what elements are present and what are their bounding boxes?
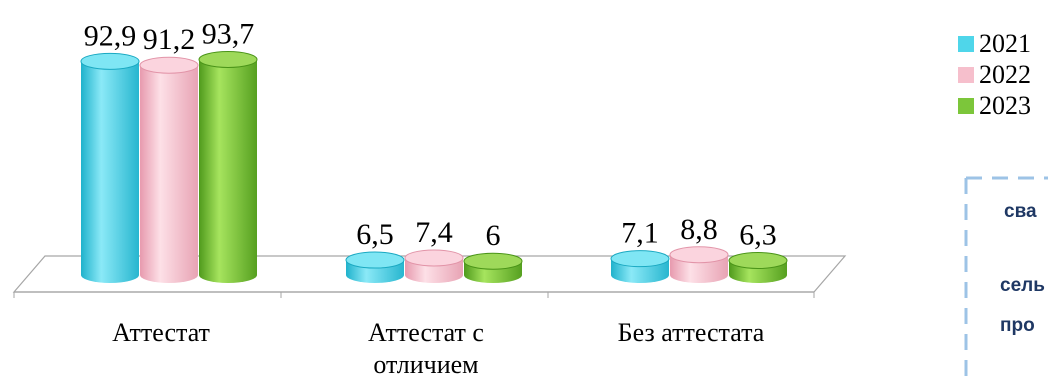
legend-swatch-2022	[958, 67, 974, 83]
bar-top	[610, 250, 670, 268]
note-line-0: сва	[1004, 201, 1037, 222]
value-label-2021-1: 92,9	[84, 19, 137, 52]
note-line-2: про	[1000, 315, 1035, 336]
bar-2022-3	[669, 246, 729, 283]
bar-2022-2	[404, 249, 464, 283]
category-label-2-line-1: Аттестат с	[368, 318, 484, 347]
category-labels-layer: Аттестат Аттестат с отличием Без аттестата	[112, 318, 765, 378]
legend-label-2021: 2021	[979, 29, 1031, 58]
bar-2023-2	[463, 252, 523, 283]
legend-swatch-2023	[958, 98, 974, 114]
bar-body	[199, 59, 257, 283]
category-label-1: Аттестат	[112, 318, 210, 347]
note-box-border	[964, 176, 1048, 378]
bar-2021-1	[80, 52, 140, 283]
note-box: сва сель про	[964, 176, 1048, 378]
legend-swatch-2021	[958, 36, 974, 52]
bar-body	[81, 61, 139, 283]
bar-2023-1	[198, 50, 258, 283]
value-label-2021-2: 6,5	[356, 218, 394, 251]
value-label-2022-1: 91,2	[143, 23, 196, 56]
bar-2023-3	[728, 252, 788, 283]
bar-top	[198, 50, 258, 68]
legend-label-2022: 2022	[979, 60, 1031, 89]
bar-top	[345, 251, 405, 269]
bar-top	[463, 252, 523, 270]
value-label-2021-3: 7,1	[621, 217, 659, 250]
value-label-2023-1: 93,7	[202, 17, 255, 50]
bar-body	[140, 65, 198, 284]
category-label-2-line-2: отличием	[373, 350, 478, 378]
value-label-2023-3: 6,3	[739, 219, 777, 252]
value-labels-layer: 92,9 91,2 93,7 6,5 7,4 6 7,1 8,8 6,3	[84, 17, 777, 252]
legend-label-2023: 2023	[979, 91, 1031, 120]
bar-top	[728, 252, 788, 270]
bars-layer	[80, 50, 788, 284]
category-label-3: Без аттестата	[618, 318, 765, 347]
note-line-1: сель	[1000, 275, 1045, 296]
bar-2021-2	[345, 251, 405, 283]
bar-top	[139, 56, 199, 74]
bar-2022-1	[139, 56, 199, 284]
bar-top	[404, 249, 464, 267]
bar-top	[669, 246, 729, 264]
bar-2021-3	[610, 250, 670, 283]
value-label-2022-3: 8,8	[680, 213, 718, 246]
value-label-2023-2: 6	[486, 219, 501, 252]
legend: 2021 2022 2023	[958, 29, 1031, 120]
bar-top	[80, 52, 140, 70]
value-label-2022-2: 7,4	[415, 216, 453, 249]
